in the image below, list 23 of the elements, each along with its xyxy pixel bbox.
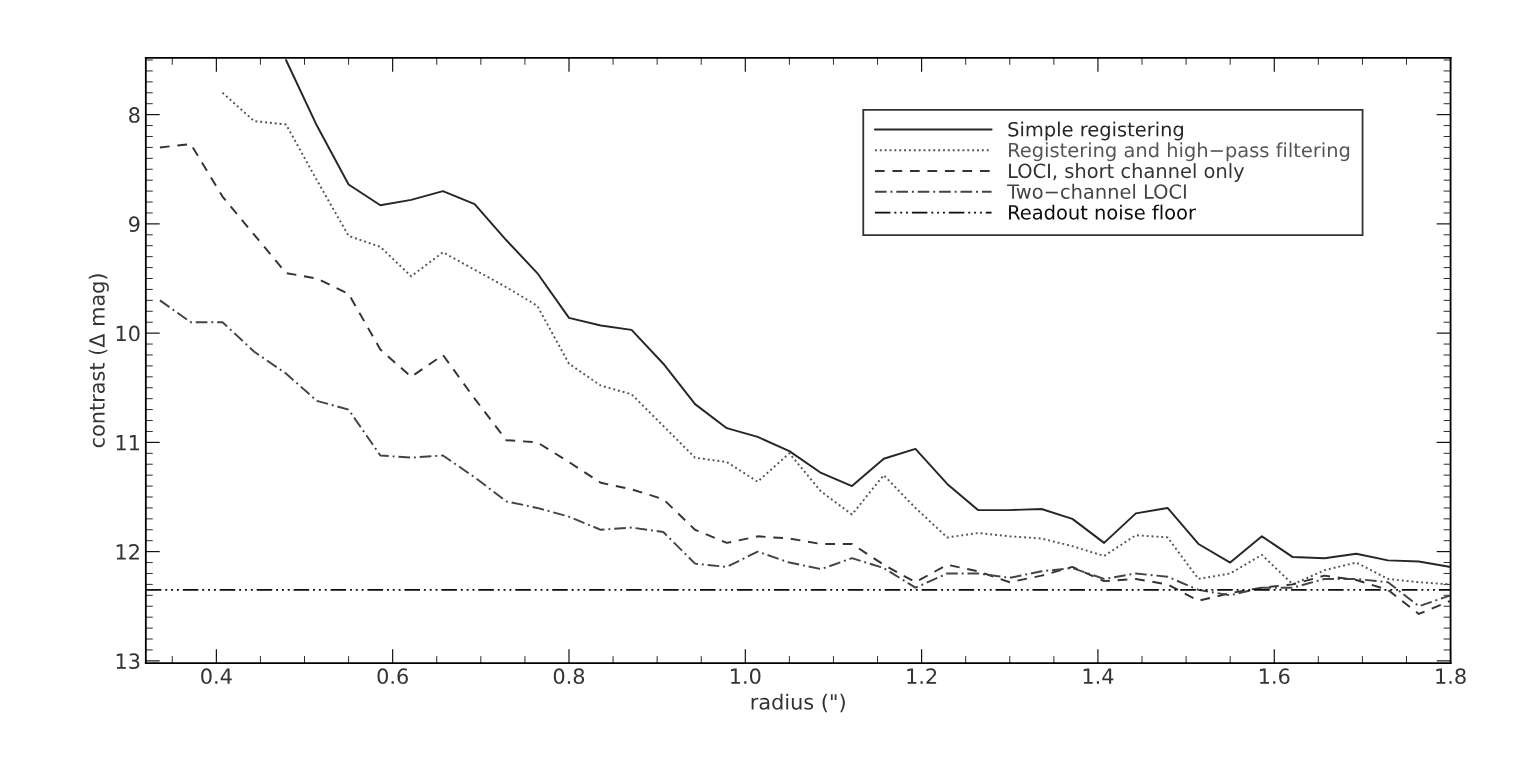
text: Readout noise floor: [1009, 204, 1196, 220]
x-axis-title: radius ("): [751, 693, 845, 713]
line-series: [158, 299, 1451, 608]
x-tick-label: 1.4: [1083, 668, 1114, 684]
y-tick-label: 12: [116, 544, 139, 560]
y-tick-label: 8: [129, 107, 140, 123]
x-tick-label: 0.4: [201, 668, 232, 685]
y-tick-label: 10: [116, 325, 140, 342]
text: Simple registering: [1008, 121, 1183, 141]
x-tick-label: 1.0: [731, 668, 761, 685]
text: Two−channel LOCI: [1007, 183, 1186, 199]
x-tick-label: 1.6: [1259, 668, 1290, 685]
x-tick-label: 1.2: [907, 668, 937, 684]
text: Registering and high−pass filtering: [1009, 142, 1350, 162]
x-tick-label: 0.8: [553, 668, 585, 685]
y-tick-label: 13: [116, 653, 140, 670]
y-axis-title: contrast (Δ mag): [88, 274, 109, 448]
line-series: [158, 143, 1451, 615]
x-tick-label: 1.8: [1436, 668, 1466, 685]
text: LOCI, short channel only: [1009, 163, 1245, 182]
y-tick-label: 9: [129, 216, 140, 233]
y-tick-label: 11: [116, 435, 140, 451]
x-tick-label: 0.6: [377, 668, 408, 685]
